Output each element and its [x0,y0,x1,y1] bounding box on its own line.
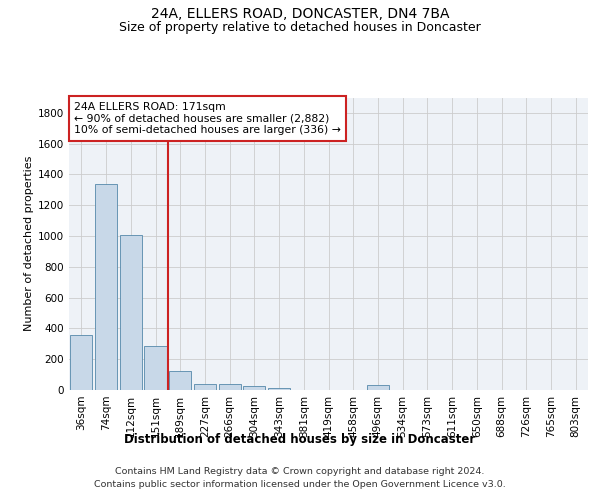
Bar [268,388,290,390]
Bar [367,386,389,390]
Bar [119,234,142,390]
Bar [70,336,92,390]
Bar [243,386,265,390]
Bar [145,346,167,390]
Bar [95,184,117,390]
Bar [218,384,241,390]
Bar [194,384,216,390]
Text: Size of property relative to detached houses in Doncaster: Size of property relative to detached ho… [119,21,481,34]
Text: Contains HM Land Registry data © Crown copyright and database right 2024.: Contains HM Land Registry data © Crown c… [115,468,485,476]
Bar [169,371,191,390]
Text: Distribution of detached houses by size in Doncaster: Distribution of detached houses by size … [124,432,476,446]
Text: 24A ELLERS ROAD: 171sqm
← 90% of detached houses are smaller (2,882)
10% of semi: 24A ELLERS ROAD: 171sqm ← 90% of detache… [74,102,341,135]
Text: Contains public sector information licensed under the Open Government Licence v3: Contains public sector information licen… [94,480,506,489]
Text: 24A, ELLERS ROAD, DONCASTER, DN4 7BA: 24A, ELLERS ROAD, DONCASTER, DN4 7BA [151,8,449,22]
Y-axis label: Number of detached properties: Number of detached properties [24,156,34,332]
